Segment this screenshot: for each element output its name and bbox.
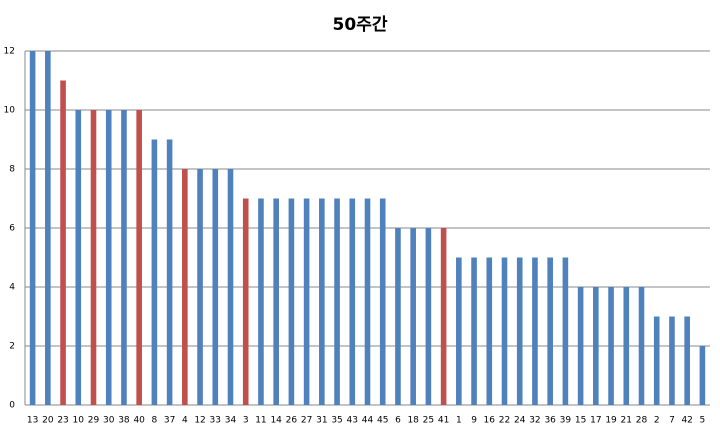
x-tick-label: 21	[621, 416, 632, 426]
x-tick-label: 2	[654, 416, 660, 426]
bar	[121, 110, 127, 405]
bar	[699, 346, 706, 405]
x-tick-label: 1	[456, 416, 462, 426]
x-tick-label: 29	[88, 416, 100, 426]
y-tick-label: 8	[9, 165, 15, 175]
bar	[379, 198, 386, 405]
x-tick-label: 38	[118, 416, 130, 426]
bar	[242, 198, 249, 405]
bar	[60, 80, 66, 405]
y-tick-label: 6	[9, 224, 15, 234]
bar	[395, 228, 401, 405]
bar	[456, 257, 462, 405]
y-tick-label: 0	[9, 401, 15, 411]
bar	[532, 257, 538, 405]
bar	[258, 198, 264, 405]
x-tick-label: 32	[529, 416, 540, 426]
bar	[166, 139, 173, 405]
x-tick-label: 18	[407, 416, 419, 426]
x-tick-label: 14	[270, 416, 282, 426]
x-tick-label: 42	[681, 416, 692, 426]
x-tick-label: 17	[590, 416, 601, 426]
x-tick-label: 11	[255, 416, 266, 426]
x-tick-label: 44	[362, 416, 374, 426]
x-tick-label: 3	[243, 416, 249, 426]
y-tick-label: 4	[9, 283, 15, 293]
x-tick-label: 6	[395, 416, 401, 426]
x-tick-label: 40	[133, 416, 145, 426]
x-tick-label: 22	[499, 416, 510, 426]
y-tick-label: 10	[4, 106, 16, 116]
x-tick-label: 20	[42, 416, 54, 426]
x-tick-label: 31	[316, 416, 327, 426]
bar	[273, 198, 279, 405]
x-tick-label: 28	[636, 416, 648, 426]
bar	[303, 198, 310, 405]
bar	[486, 257, 493, 405]
bar	[136, 110, 142, 405]
x-tick-label: 8	[152, 416, 158, 426]
x-tick-label: 33	[210, 416, 221, 426]
x-tick-label: 12	[194, 416, 205, 426]
bar	[29, 51, 36, 405]
x-tick-label: 43	[347, 416, 358, 426]
y-tick-label: 2	[9, 342, 15, 352]
x-tick-label: 5	[700, 416, 706, 426]
bar	[90, 110, 97, 405]
x-tick-label: 27	[301, 416, 312, 426]
y-tick-label: 12	[4, 47, 15, 57]
bar	[410, 228, 416, 405]
x-tick-label: 10	[73, 416, 85, 426]
bar	[227, 169, 234, 405]
bar	[334, 198, 340, 405]
x-tick-label: 23	[57, 416, 68, 426]
bar	[577, 287, 584, 405]
bar	[288, 198, 295, 405]
x-tick-label: 35	[331, 416, 342, 426]
bar	[562, 257, 569, 405]
bar	[151, 139, 158, 405]
bar	[638, 287, 645, 405]
bar	[501, 257, 508, 405]
chart-title: 50주간	[333, 15, 388, 35]
x-tick-label: 36	[544, 416, 556, 426]
x-tick-label: 39	[560, 416, 572, 426]
bar	[593, 287, 599, 405]
x-tick-label: 34	[225, 416, 237, 426]
x-tick-label: 9	[471, 416, 477, 426]
bar	[653, 316, 660, 405]
bar	[349, 198, 356, 405]
bar	[197, 169, 203, 405]
x-tick-label: 24	[514, 416, 526, 426]
x-tick-label: 13	[27, 416, 38, 426]
x-tick-label: 7	[669, 416, 675, 426]
bar	[45, 51, 51, 405]
bar	[669, 316, 675, 405]
bar	[547, 257, 553, 405]
x-tick-label: 15	[575, 416, 586, 426]
bar	[319, 198, 325, 405]
bar	[608, 287, 614, 405]
x-tick-label: 41	[438, 416, 449, 426]
bar	[516, 257, 523, 405]
bar	[212, 169, 219, 405]
bar	[105, 110, 112, 405]
x-tick-label: 30	[103, 416, 115, 426]
x-tick-label: 4	[182, 416, 188, 426]
x-tick-label: 16	[484, 416, 496, 426]
bar	[364, 198, 371, 405]
bar	[471, 257, 477, 405]
bar	[425, 228, 432, 405]
x-tick-label: 25	[423, 416, 434, 426]
x-tick-label: 26	[286, 416, 298, 426]
bar	[623, 287, 630, 405]
bar	[684, 316, 690, 405]
bar	[440, 228, 447, 405]
bar	[182, 169, 188, 405]
x-tick-label: 45	[377, 416, 388, 426]
bar	[75, 110, 82, 405]
x-tick-label: 37	[164, 416, 175, 426]
x-tick-label: 19	[605, 416, 617, 426]
